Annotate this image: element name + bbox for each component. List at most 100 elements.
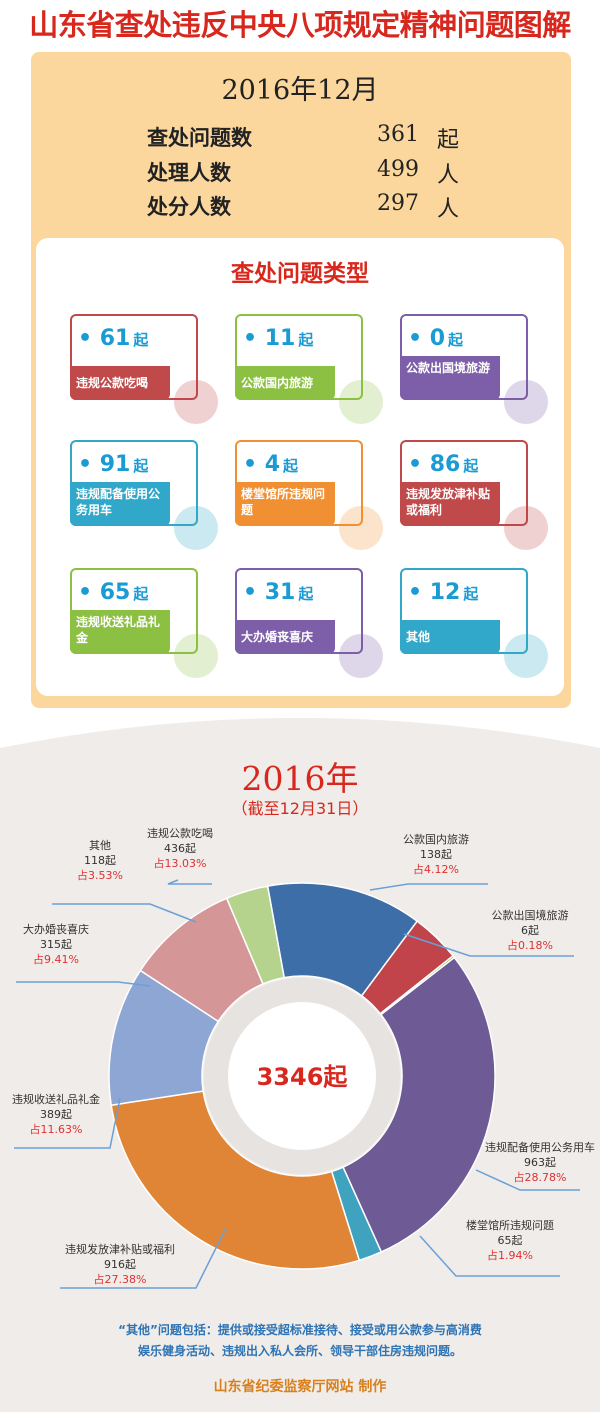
type-count-unit: 起 [463, 457, 479, 475]
type-count-value: 65 [99, 580, 131, 605]
decor-circle [174, 380, 218, 424]
donut-slice [110, 1090, 361, 1270]
decor-circle [174, 506, 218, 550]
slice-percent: 占28.78% [513, 1171, 567, 1184]
stat-problems: 查处问题数 361 起 [147, 122, 477, 156]
decor-circle [504, 634, 548, 678]
slice-percent: 占0.18% [507, 939, 553, 952]
bullet-icon: • [78, 452, 100, 477]
type-card: • 12 起其他 [400, 568, 528, 654]
leader-line [52, 903, 197, 923]
credit: 山东省纪委监察厅网站 制作 [213, 1379, 387, 1395]
leader-line [167, 879, 212, 885]
decor-circle [339, 506, 383, 550]
slice-percent: 占11.63% [29, 1123, 83, 1136]
decor-circle [339, 634, 383, 678]
type-count-unit: 起 [283, 457, 299, 475]
slice-label: 大办婚丧喜庆 315起 占9.41% [1, 922, 111, 967]
type-card: • 0 起公款出国境旅游 [400, 314, 528, 400]
decor-circle [504, 380, 548, 424]
slice-label: 违规收送礼品礼金 389起 占11.63% [1, 1092, 111, 1137]
leader-line [403, 933, 574, 957]
bullet-icon: • [243, 452, 265, 477]
donut-center [228, 1002, 376, 1150]
type-count: • 61 起 [78, 326, 148, 351]
bullet-icon: • [243, 326, 265, 351]
slice-label: 公款出国境旅游 6起 占0.18% [475, 908, 585, 953]
slice-percent: 占13.03% [153, 857, 207, 870]
footnote: “其他”问题包括：提供或接受超标准接待、接受或用公款参与高消费 娱乐健身活动、违… [0, 1320, 600, 1362]
type-name: 违规发放津补贴或福利 [400, 482, 500, 526]
slice-name: 违规公款吃喝 [147, 827, 213, 840]
footnote-line: “其他”问题包括：提供或接受超标准接待、接受或用公款参与高消费 [118, 1323, 482, 1337]
type-count-unit: 起 [133, 457, 149, 475]
stat-label: 查处问题数 [147, 126, 252, 150]
page-title: 山东省查处违反中央八项规定精神问题图解 [29, 8, 571, 42]
slice-label: 违规配备使用公务用车 963起 占28.78% [485, 1140, 595, 1185]
decor-circle [174, 634, 218, 678]
slice-percent: 占9.41% [33, 953, 79, 966]
leader-line [369, 883, 488, 891]
stat-value: 499 [377, 157, 419, 182]
leader-line [419, 1235, 560, 1277]
slice-percent: 占3.53% [77, 869, 123, 882]
slice-count: 916起 [104, 1258, 136, 1271]
stat-unit: 人 [437, 197, 460, 222]
stat-value: 297 [377, 191, 419, 216]
bullet-icon: • [243, 580, 265, 605]
stat-handled: 处理人数 499 人 [147, 157, 477, 191]
type-count: • 31 起 [243, 580, 313, 605]
slice-count: 118起 [84, 854, 116, 867]
slice-label: 违规发放津补贴或福利 916起 占27.38% [65, 1242, 175, 1287]
type-card: • 31 起大办婚丧喜庆 [235, 568, 363, 654]
type-count-value: 11 [264, 326, 296, 351]
leader-line [16, 981, 151, 987]
type-count: • 91 起 [78, 452, 148, 477]
type-count-unit: 起 [463, 585, 479, 603]
type-count-value: 0 [429, 326, 446, 351]
leader-line [60, 1227, 227, 1289]
type-count: • 11 起 [243, 326, 313, 351]
type-name: 其他 [400, 620, 500, 654]
type-name: 违规公款吃喝 [70, 366, 170, 400]
type-count-unit: 起 [133, 331, 149, 349]
stat-label: 处理人数 [147, 161, 231, 185]
type-card: • 11 起公款国内旅游 [235, 314, 363, 400]
slice-percent: 占1.94% [487, 1249, 533, 1262]
type-count-unit: 起 [298, 585, 314, 603]
type-name: 公款出国境旅游 [400, 356, 500, 400]
bullet-icon: • [78, 580, 100, 605]
chart-title: 2016年 [241, 759, 359, 798]
type-card: • 4 起楼堂馆所违规问题 [235, 440, 363, 526]
type-card: • 91 起违规配备使用公务用车 [70, 440, 198, 526]
donut-center-label: 3346起 [257, 1063, 349, 1091]
slice-name: 公款国内旅游 [403, 833, 469, 846]
type-count: • 86 起 [408, 452, 478, 477]
slice-count: 138起 [420, 848, 452, 861]
donut-slice [225, 885, 286, 985]
bullet-icon: • [408, 452, 430, 477]
slice-label: 其他 118起 占3.53% [45, 838, 155, 883]
slice-name: 违规配备使用公务用车 [485, 1141, 595, 1154]
bullet-icon: • [408, 580, 430, 605]
stat-value: 361 [377, 122, 419, 147]
slice-count: 65起 [497, 1234, 523, 1247]
slice-name: 大办婚丧喜庆 [23, 923, 89, 936]
leader-line [14, 1097, 121, 1149]
type-count-value: 12 [429, 580, 461, 605]
slice-name: 违规发放津补贴或福利 [65, 1243, 175, 1256]
slice-count: 6起 [521, 924, 539, 937]
stat-punished: 处分人数 297 人 [147, 191, 477, 225]
type-card: • 65 起违规收送礼品礼金 [70, 568, 198, 654]
type-count-value: 91 [99, 452, 131, 477]
type-name: 违规配备使用公务用车 [70, 482, 170, 526]
bullet-icon: • [78, 326, 100, 351]
type-count-value: 61 [99, 326, 131, 351]
chart-subtitle: （截至12月31日） [231, 799, 369, 818]
type-count-value: 86 [429, 452, 461, 477]
month-label: 2016年12月 [221, 75, 379, 106]
type-count-unit: 起 [298, 331, 314, 349]
type-count-value: 4 [264, 452, 281, 477]
slice-name: 违规收送礼品礼金 [12, 1093, 100, 1106]
